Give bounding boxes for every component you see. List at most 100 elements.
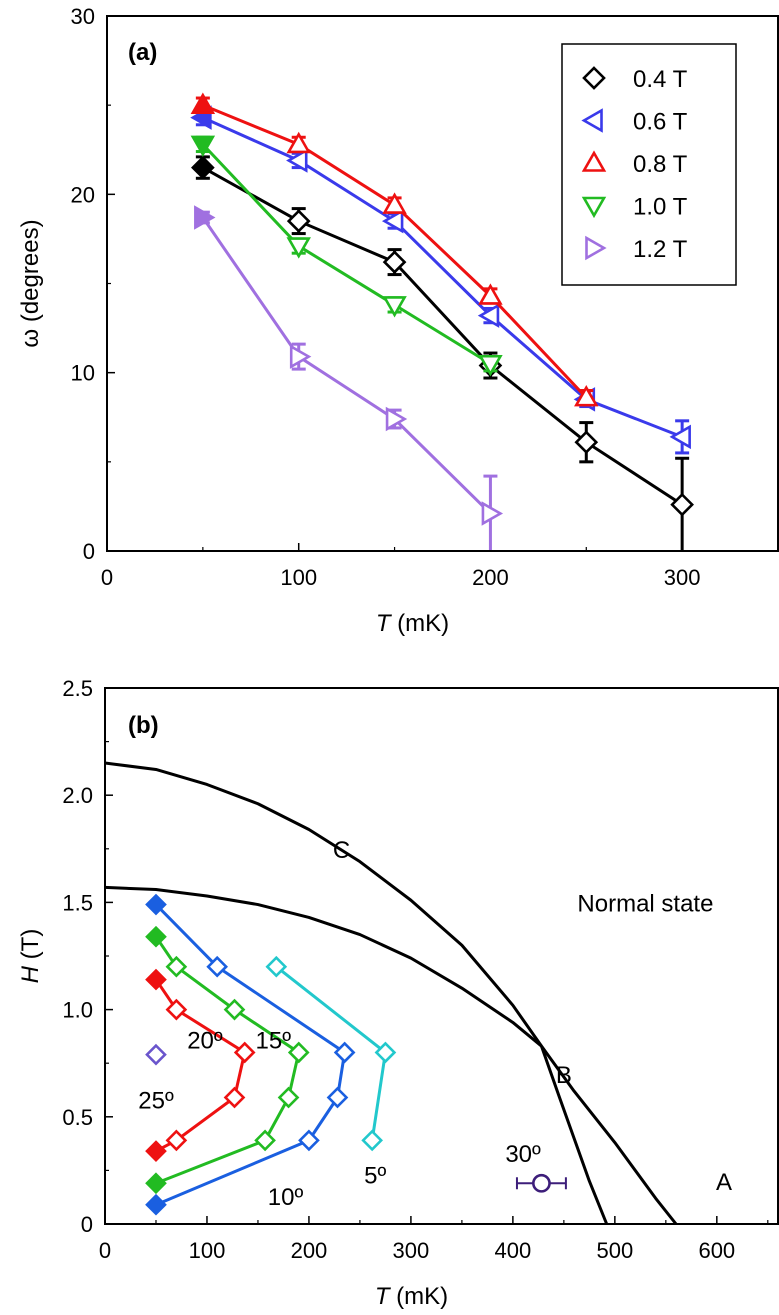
x-tick-label: 300: [664, 565, 701, 590]
x-tick-label: 0: [99, 1238, 111, 1263]
legend-label: 1.0 T: [633, 194, 688, 221]
data-point: [385, 406, 408, 432]
y-axis-label: H (T): [17, 929, 44, 984]
series-label: 5º: [364, 1163, 386, 1190]
data-point: [206, 955, 229, 978]
data-point: [165, 1129, 188, 1152]
data-point: [190, 92, 216, 114]
data-point: [477, 303, 500, 328]
data-point: [194, 205, 216, 230]
series-line: [202, 116, 683, 439]
x-axis-label: T (mK): [376, 610, 449, 637]
y-tick-label: 20: [71, 182, 95, 207]
data-point: [165, 955, 188, 978]
data-point: [265, 955, 288, 978]
legend-label: 0.4 T: [633, 66, 688, 93]
data-point: [286, 237, 311, 259]
series-2: 10º: [145, 893, 356, 1216]
data-point: [165, 998, 188, 1021]
data-point: [223, 998, 246, 1021]
y-tick-label: 1.5: [62, 890, 93, 915]
legend-marker: [581, 108, 603, 133]
data-point: [233, 1041, 256, 1064]
y-axis-label: ω (degrees): [17, 219, 44, 347]
phase-boundary-3: [540, 1045, 609, 1225]
data-point: [374, 1041, 397, 1064]
x-tick-label: 200: [472, 565, 509, 590]
data-point: [382, 250, 407, 274]
data-point: [481, 501, 504, 526]
y-tick-label: 1.0: [62, 998, 93, 1023]
x-tick-label: 100: [189, 1238, 226, 1263]
series-1-0-T: [190, 135, 503, 377]
data-point: [190, 135, 216, 158]
data-point: [145, 893, 167, 916]
legend-marker: [581, 150, 607, 172]
data-point: [333, 1041, 356, 1064]
series-line: [201, 143, 492, 366]
x-tick-label: 300: [393, 1238, 430, 1263]
plot-frame: [104, 687, 779, 1225]
series-1: 5º: [265, 955, 397, 1190]
data-point: [145, 1043, 167, 1066]
legend-label: 0.6 T: [633, 109, 688, 136]
legend-marker: [585, 235, 607, 261]
data-point: [289, 344, 312, 369]
y-tick-label: 2.5: [62, 676, 93, 701]
data-point: [532, 1173, 551, 1193]
region-label: B: [556, 1062, 572, 1089]
data-point: [286, 209, 311, 233]
phase-boundary-1: [104, 761, 678, 1225]
y-axis-label-unit: (T): [17, 929, 44, 966]
x-tick-label: 0: [101, 565, 113, 590]
series-line: [201, 216, 492, 515]
data-point: [223, 1086, 246, 1109]
data-point: [382, 192, 407, 214]
panel-a: 0 100 200 300 0 10 20 30 (a) 0.4 T 0.6 T 0.8 T 1.0 T…: [17, 4, 779, 637]
x-tick-label: 400: [495, 1238, 532, 1263]
plot-frame: [106, 15, 779, 552]
legend-marker: [582, 66, 606, 90]
x-axis-label: T (mK): [375, 1283, 448, 1310]
data-point: [381, 208, 404, 234]
x-axis-label-var: T: [376, 610, 393, 637]
x-tick-label: 100: [280, 565, 317, 590]
legend-label: 0.8 T: [633, 151, 688, 178]
series-4: 20º: [145, 968, 256, 1162]
x-axis-label-unit: (mK): [390, 1283, 449, 1310]
phase-boundary-2: [104, 885, 543, 1048]
data-point: [574, 385, 599, 407]
legend-marker: [581, 196, 607, 219]
panel-b: 0 100 200 300 400 500 600 0 0.5 1.0 1.5 2.0 2.5 C Norm…: [17, 676, 779, 1310]
panel-label: (a): [128, 39, 157, 66]
data-point: [277, 1086, 300, 1109]
data-point: [478, 354, 503, 377]
legend-label: 1.2 T: [633, 236, 688, 263]
series-label: 15º: [256, 1028, 292, 1055]
data-point: [361, 1129, 383, 1152]
data-point: [286, 131, 311, 154]
data-point: [191, 155, 215, 180]
panel-label: (b): [128, 712, 159, 739]
region-label: C: [333, 837, 350, 864]
data-point: [145, 1193, 167, 1216]
series-5: 25º: [138, 1043, 174, 1115]
series-label: 25º: [138, 1088, 174, 1115]
series-label: 10º: [268, 1184, 304, 1211]
x-axis-label-unit: (mK): [391, 610, 450, 637]
region-label: Normal state: [577, 890, 713, 917]
data-point: [145, 968, 167, 991]
y-tick-label: 0: [83, 539, 95, 564]
y-tick-label: 0.5: [62, 1105, 93, 1130]
y-tick-label: 2.0: [62, 783, 93, 808]
series-line: [202, 166, 683, 506]
series-line: [154, 903, 347, 1207]
data-point: [145, 1172, 167, 1195]
data-point: [478, 283, 503, 305]
data-point: [145, 1140, 167, 1162]
data-point: [286, 148, 308, 173]
data-point: [670, 492, 694, 517]
region-label: A: [716, 1169, 732, 1196]
series-6: 30º: [505, 1141, 567, 1193]
